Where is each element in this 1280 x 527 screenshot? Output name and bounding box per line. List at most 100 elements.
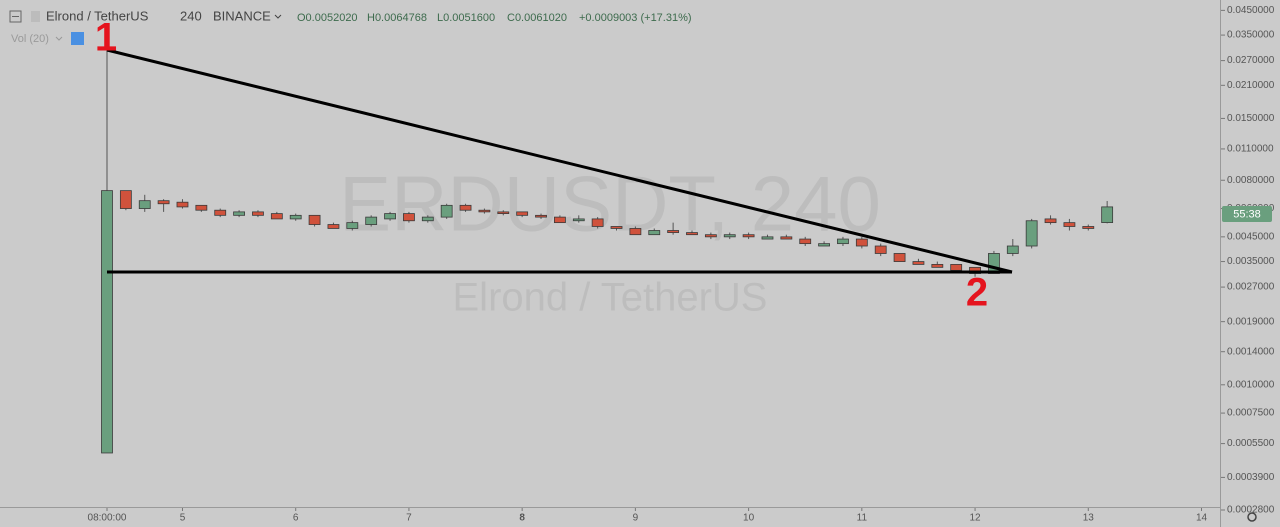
y-tick-label: 0.0270000 bbox=[1227, 55, 1275, 66]
candle-body bbox=[1006, 245, 1019, 254]
watermark-name: Elrond / TetherUS bbox=[453, 276, 768, 320]
candle-body bbox=[723, 234, 736, 238]
candle-body bbox=[365, 216, 378, 225]
candle-body bbox=[629, 228, 642, 236]
candle-body bbox=[648, 230, 661, 236]
x-tick-label: 14 bbox=[1196, 513, 1208, 524]
y-tick-label: 0.0045000 bbox=[1227, 231, 1275, 242]
candle-body bbox=[1101, 206, 1114, 223]
y-tick-label: 0.0035000 bbox=[1227, 256, 1275, 267]
close: C0.0061020 bbox=[507, 12, 567, 24]
low: L0.0051600 bbox=[437, 12, 495, 24]
y-tick-label: 0.0002800 bbox=[1227, 505, 1275, 516]
y-tick-label: 0.0003900 bbox=[1227, 472, 1275, 483]
candle-body bbox=[346, 222, 359, 229]
candle-body bbox=[855, 238, 868, 247]
candle-body bbox=[421, 216, 434, 222]
candle-body bbox=[535, 214, 547, 218]
candle-body bbox=[1044, 218, 1057, 224]
candle-body bbox=[1082, 226, 1095, 229]
candle-body bbox=[233, 211, 245, 216]
candle-body bbox=[252, 211, 264, 216]
collapse-icon[interactable] bbox=[9, 10, 22, 23]
candle-body bbox=[553, 216, 566, 224]
y-tick-label: 0.0110000 bbox=[1227, 144, 1274, 155]
candle-body bbox=[440, 204, 453, 218]
candle-body bbox=[176, 201, 189, 208]
y-tick-label: 0.0007500 bbox=[1227, 408, 1275, 419]
candle-body bbox=[157, 200, 170, 205]
candle-body bbox=[119, 190, 132, 209]
candle-body bbox=[610, 226, 623, 229]
candle-body bbox=[195, 204, 208, 211]
symbol: Elrond / TetherUS bbox=[46, 8, 149, 23]
x-tick-label: 12 bbox=[969, 513, 981, 524]
candle-body bbox=[308, 214, 321, 225]
candle-body bbox=[591, 218, 604, 227]
open: O0.0052020 bbox=[297, 12, 358, 24]
candle-body bbox=[327, 224, 340, 229]
candle-body bbox=[497, 211, 510, 214]
candle-body bbox=[1063, 222, 1076, 227]
price-label-box bbox=[1222, 206, 1272, 222]
high: H0.0064768 bbox=[367, 12, 427, 24]
x-tick-label: 9 bbox=[633, 513, 639, 524]
countdown: 55:38 bbox=[1233, 208, 1261, 220]
y-tick-label: 0.0010000 bbox=[1227, 379, 1275, 390]
x-tick-label: 11 bbox=[857, 513, 868, 524]
y-tick-label: 0.0080000 bbox=[1227, 175, 1275, 186]
candle-body bbox=[384, 213, 396, 220]
candle-body bbox=[893, 253, 906, 262]
candle-body bbox=[289, 214, 302, 220]
candle-body bbox=[478, 209, 491, 213]
candle-body bbox=[459, 204, 472, 211]
candle-body bbox=[818, 243, 830, 247]
volume-label: Vol (20) bbox=[11, 33, 49, 45]
dropdown-arrow[interactable] bbox=[274, 14, 282, 19]
y-tick-label: 0.0450000 bbox=[1227, 5, 1275, 16]
x-tick-label: 5 bbox=[180, 513, 186, 524]
settings-icon[interactable] bbox=[1247, 512, 1257, 522]
x-tick-label: 6 bbox=[293, 513, 299, 524]
candle-body bbox=[686, 232, 698, 236]
y-tick-label: 0.0210000 bbox=[1227, 80, 1275, 91]
candle-body bbox=[1025, 220, 1038, 247]
candle-body bbox=[780, 236, 793, 240]
x-tick-label: 8 bbox=[519, 513, 525, 524]
candle-body bbox=[704, 234, 717, 238]
color-swatch bbox=[31, 11, 40, 22]
y-tick-label: 0.0150000 bbox=[1227, 113, 1275, 124]
x-tick-label: 10 bbox=[743, 513, 755, 524]
candle-body bbox=[950, 264, 963, 271]
y-tick-label: 0.0019000 bbox=[1227, 316, 1275, 327]
candle-body bbox=[403, 213, 415, 222]
candle-body bbox=[931, 264, 944, 268]
candle-body bbox=[742, 234, 755, 238]
y-tick-label: 0.0027000 bbox=[1227, 282, 1275, 293]
candle-body bbox=[270, 213, 283, 220]
change: +0.0009003 (+17.31%) bbox=[579, 12, 692, 24]
x-tick-label: 08:00:00 bbox=[88, 513, 127, 524]
hide-icon[interactable] bbox=[71, 32, 84, 45]
annotation: 2 bbox=[966, 271, 988, 315]
candle-body bbox=[912, 261, 925, 265]
candle-body bbox=[969, 266, 981, 274]
candle-body bbox=[572, 218, 585, 222]
candle-body bbox=[214, 209, 227, 216]
y-tick-label: 0.0350000 bbox=[1227, 30, 1275, 41]
candle-body bbox=[138, 200, 151, 209]
candle-body bbox=[874, 245, 887, 254]
x-tick-label: 7 bbox=[406, 513, 412, 524]
candle-body bbox=[988, 253, 1000, 274]
candle-body bbox=[101, 190, 113, 454]
y-tick-label: 0.0014000 bbox=[1227, 346, 1275, 357]
dropdown-arrow[interactable] bbox=[55, 36, 63, 41]
candle-body bbox=[516, 211, 529, 216]
exchange[interactable]: BINANCE bbox=[213, 8, 271, 23]
annotation: 1 bbox=[95, 16, 117, 60]
candle-body bbox=[761, 236, 774, 240]
y-tick-label: 0.0005500 bbox=[1227, 438, 1275, 449]
candle-body bbox=[667, 230, 680, 233]
